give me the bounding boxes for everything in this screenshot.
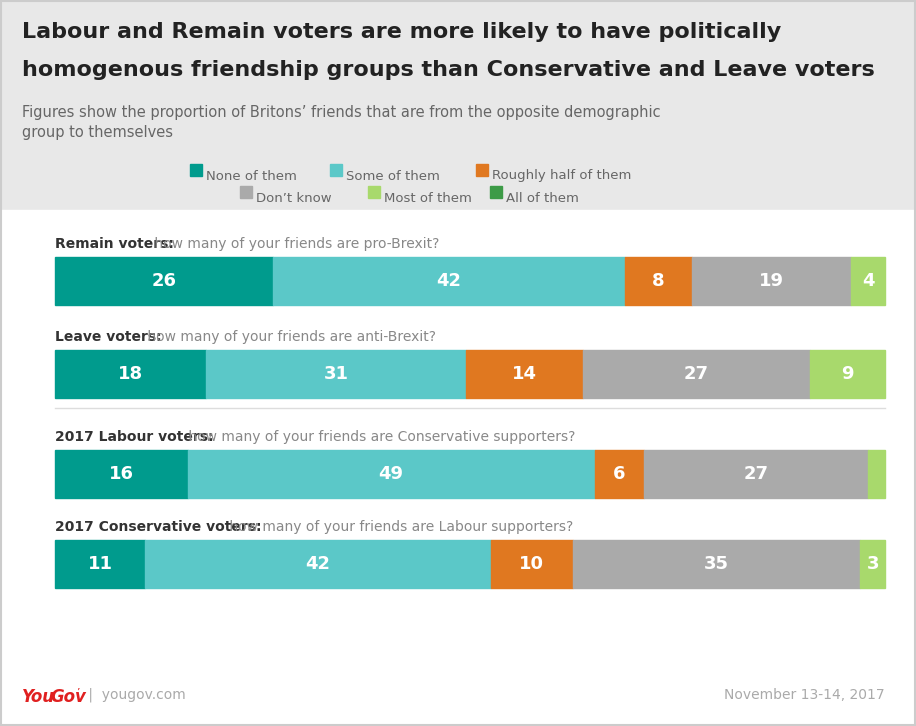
Bar xyxy=(330,164,342,176)
Bar xyxy=(644,450,868,498)
Text: Gov: Gov xyxy=(50,688,86,706)
Bar xyxy=(368,186,380,198)
Text: All of them: All of them xyxy=(506,192,579,205)
Text: 2017 Conservative voters:: 2017 Conservative voters: xyxy=(55,520,261,534)
Bar xyxy=(594,450,644,498)
Bar xyxy=(55,540,146,588)
Text: how many of your friends are pro-Brexit?: how many of your friends are pro-Brexit? xyxy=(150,237,440,251)
Text: November 13-14, 2017: November 13-14, 2017 xyxy=(725,688,885,702)
Text: 14: 14 xyxy=(512,365,537,383)
Text: Don’t know: Don’t know xyxy=(256,192,332,205)
Text: Roughly half of them: Roughly half of them xyxy=(492,169,631,182)
Text: how many of your friends are anti-Brexit?: how many of your friends are anti-Brexit… xyxy=(144,330,436,344)
Bar xyxy=(188,450,594,498)
Bar xyxy=(692,257,852,305)
Text: You: You xyxy=(22,688,55,706)
Text: 9: 9 xyxy=(841,365,854,383)
Text: 6: 6 xyxy=(613,465,626,483)
Bar xyxy=(206,350,466,398)
Text: 18: 18 xyxy=(118,365,143,383)
Bar xyxy=(583,350,810,398)
Text: 10: 10 xyxy=(519,555,544,573)
Text: 35: 35 xyxy=(704,555,729,573)
Text: how many of your friends are Conservative supporters?: how many of your friends are Conservativ… xyxy=(184,430,575,444)
Bar xyxy=(810,350,885,398)
Text: 27: 27 xyxy=(684,365,709,383)
Bar xyxy=(491,540,572,588)
Bar xyxy=(55,350,206,398)
Text: None of them: None of them xyxy=(206,169,297,182)
Text: Most of them: Most of them xyxy=(384,192,472,205)
Bar xyxy=(273,257,625,305)
Text: 16: 16 xyxy=(109,465,134,483)
Text: Labour and Remain voters are more likely to have politically: Labour and Remain voters are more likely… xyxy=(22,22,781,42)
Text: 11: 11 xyxy=(88,555,113,573)
Bar xyxy=(868,450,885,498)
Text: ’: ’ xyxy=(76,688,80,698)
Text: 27: 27 xyxy=(744,465,769,483)
Text: 19: 19 xyxy=(759,272,784,290)
Bar xyxy=(476,164,488,176)
Bar xyxy=(0,0,916,210)
Text: 2017 Labour voters:: 2017 Labour voters: xyxy=(55,430,213,444)
Text: Some of them: Some of them xyxy=(346,169,440,182)
Bar xyxy=(55,257,273,305)
Bar xyxy=(490,186,502,198)
Text: 8: 8 xyxy=(652,272,665,290)
Text: group to themselves: group to themselves xyxy=(22,125,173,140)
Text: 42: 42 xyxy=(437,272,462,290)
Text: 49: 49 xyxy=(378,465,404,483)
Text: Figures show the proportion of Britons’ friends that are from the opposite demog: Figures show the proportion of Britons’ … xyxy=(22,105,660,120)
Bar xyxy=(625,257,692,305)
Bar xyxy=(572,540,860,588)
Text: 26: 26 xyxy=(151,272,177,290)
Text: 42: 42 xyxy=(305,555,331,573)
Bar xyxy=(190,164,202,176)
Text: how many of your friends are Labour supporters?: how many of your friends are Labour supp… xyxy=(225,520,573,534)
Text: 4: 4 xyxy=(862,272,875,290)
Bar xyxy=(0,210,916,726)
Text: |  yougov.com: | yougov.com xyxy=(84,688,186,703)
Text: homogenous friendship groups than Conservative and Leave voters: homogenous friendship groups than Conser… xyxy=(22,60,875,80)
Text: 3: 3 xyxy=(867,555,879,573)
Bar xyxy=(55,450,188,498)
Bar xyxy=(852,257,885,305)
Text: Remain voters:: Remain voters: xyxy=(55,237,174,251)
Text: Leave voters:: Leave voters: xyxy=(55,330,161,344)
Bar xyxy=(860,540,885,588)
Bar xyxy=(466,350,583,398)
Bar xyxy=(240,186,252,198)
Bar xyxy=(146,540,491,588)
Text: 31: 31 xyxy=(323,365,348,383)
